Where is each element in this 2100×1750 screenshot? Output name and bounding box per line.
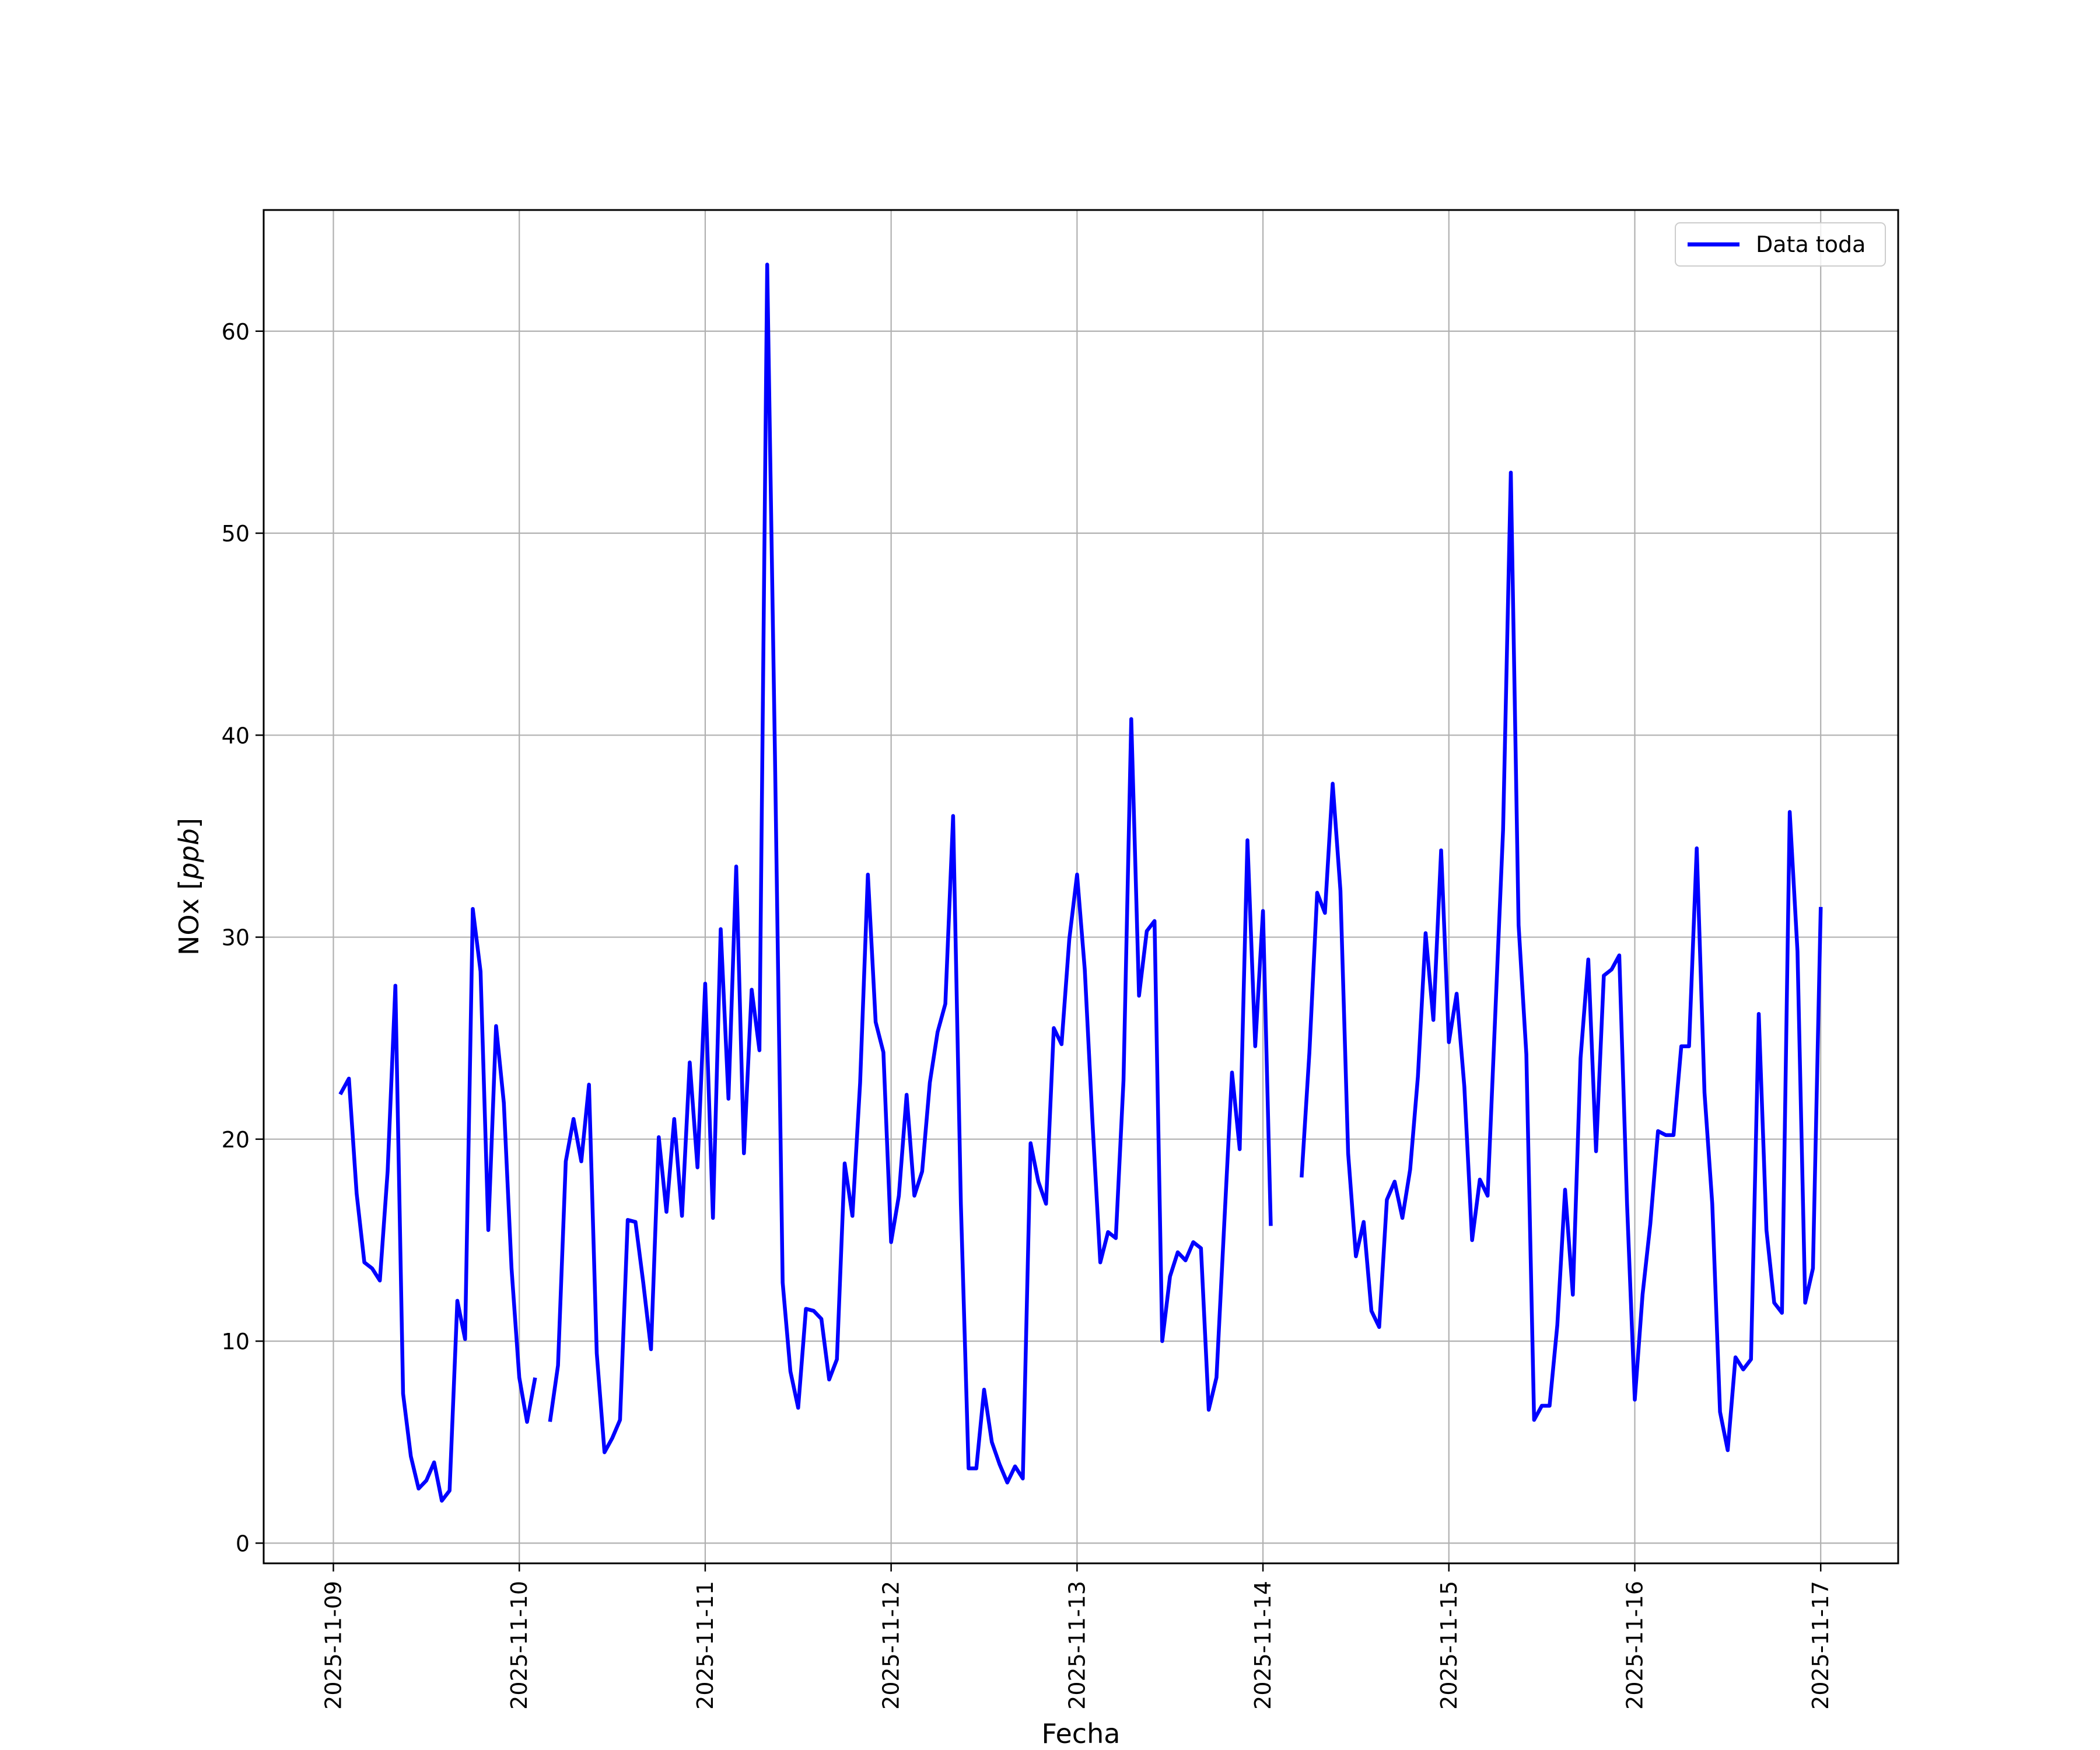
y-axis-label-text: NOx bbox=[173, 890, 205, 956]
y-axis-ticks: 0 10 20 30 40 50 60 bbox=[222, 319, 264, 1556]
x-tick-label: 2025-11-16 bbox=[1622, 1581, 1647, 1710]
plot-area bbox=[264, 210, 1898, 1563]
x-axis-ticks: 2025-11-09 2025-11-10 2025-11-11 2025-11-12… bbox=[321, 1563, 1833, 1710]
y-axis-label-unit: ppb bbox=[173, 828, 205, 880]
x-tick-label: 2025-11-09 bbox=[321, 1581, 346, 1710]
y-axis-label: NOx [ppb] bbox=[173, 818, 205, 956]
y-tick-label: 50 bbox=[222, 521, 250, 547]
x-tick-label: 2025-11-10 bbox=[506, 1581, 532, 1710]
legend-box bbox=[1675, 222, 1886, 267]
legend-entry-label: Data toda bbox=[1756, 232, 1866, 257]
y-tick-label: 10 bbox=[222, 1329, 250, 1354]
series-line-segment-1-3 bbox=[1300, 470, 1823, 1452]
x-tick-label: 2025-11-17 bbox=[1808, 1581, 1833, 1710]
plot-frame bbox=[262, 209, 1899, 1564]
y-tick-label: 30 bbox=[222, 925, 250, 951]
x-tick-label: 2025-11-11 bbox=[692, 1581, 718, 1710]
y-tick-label: 20 bbox=[222, 1127, 250, 1153]
x-tick-label: 2025-11-15 bbox=[1436, 1581, 1462, 1710]
y-axis-label-bracket-close: ] bbox=[173, 818, 205, 828]
series-layer bbox=[338, 262, 1823, 1503]
series-line-segment-1-1 bbox=[338, 907, 537, 1503]
y-tick-label: 60 bbox=[222, 319, 250, 345]
x-axis-label: Fecha bbox=[1042, 1718, 1121, 1749]
x-tick-label: 2025-11-14 bbox=[1250, 1581, 1276, 1710]
y-tick-label: 0 bbox=[236, 1531, 250, 1556]
x-tick-label: 2025-11-12 bbox=[878, 1581, 904, 1710]
x-gridlines bbox=[332, 210, 1822, 1563]
series-line-segment-1-2 bbox=[548, 262, 1273, 1485]
y-tick-label: 40 bbox=[222, 723, 250, 748]
x-tick-label: 2025-11-13 bbox=[1064, 1581, 1090, 1710]
legend: Data toda bbox=[1675, 222, 1886, 267]
y-axis-label-bracket-open: [ bbox=[173, 880, 205, 890]
